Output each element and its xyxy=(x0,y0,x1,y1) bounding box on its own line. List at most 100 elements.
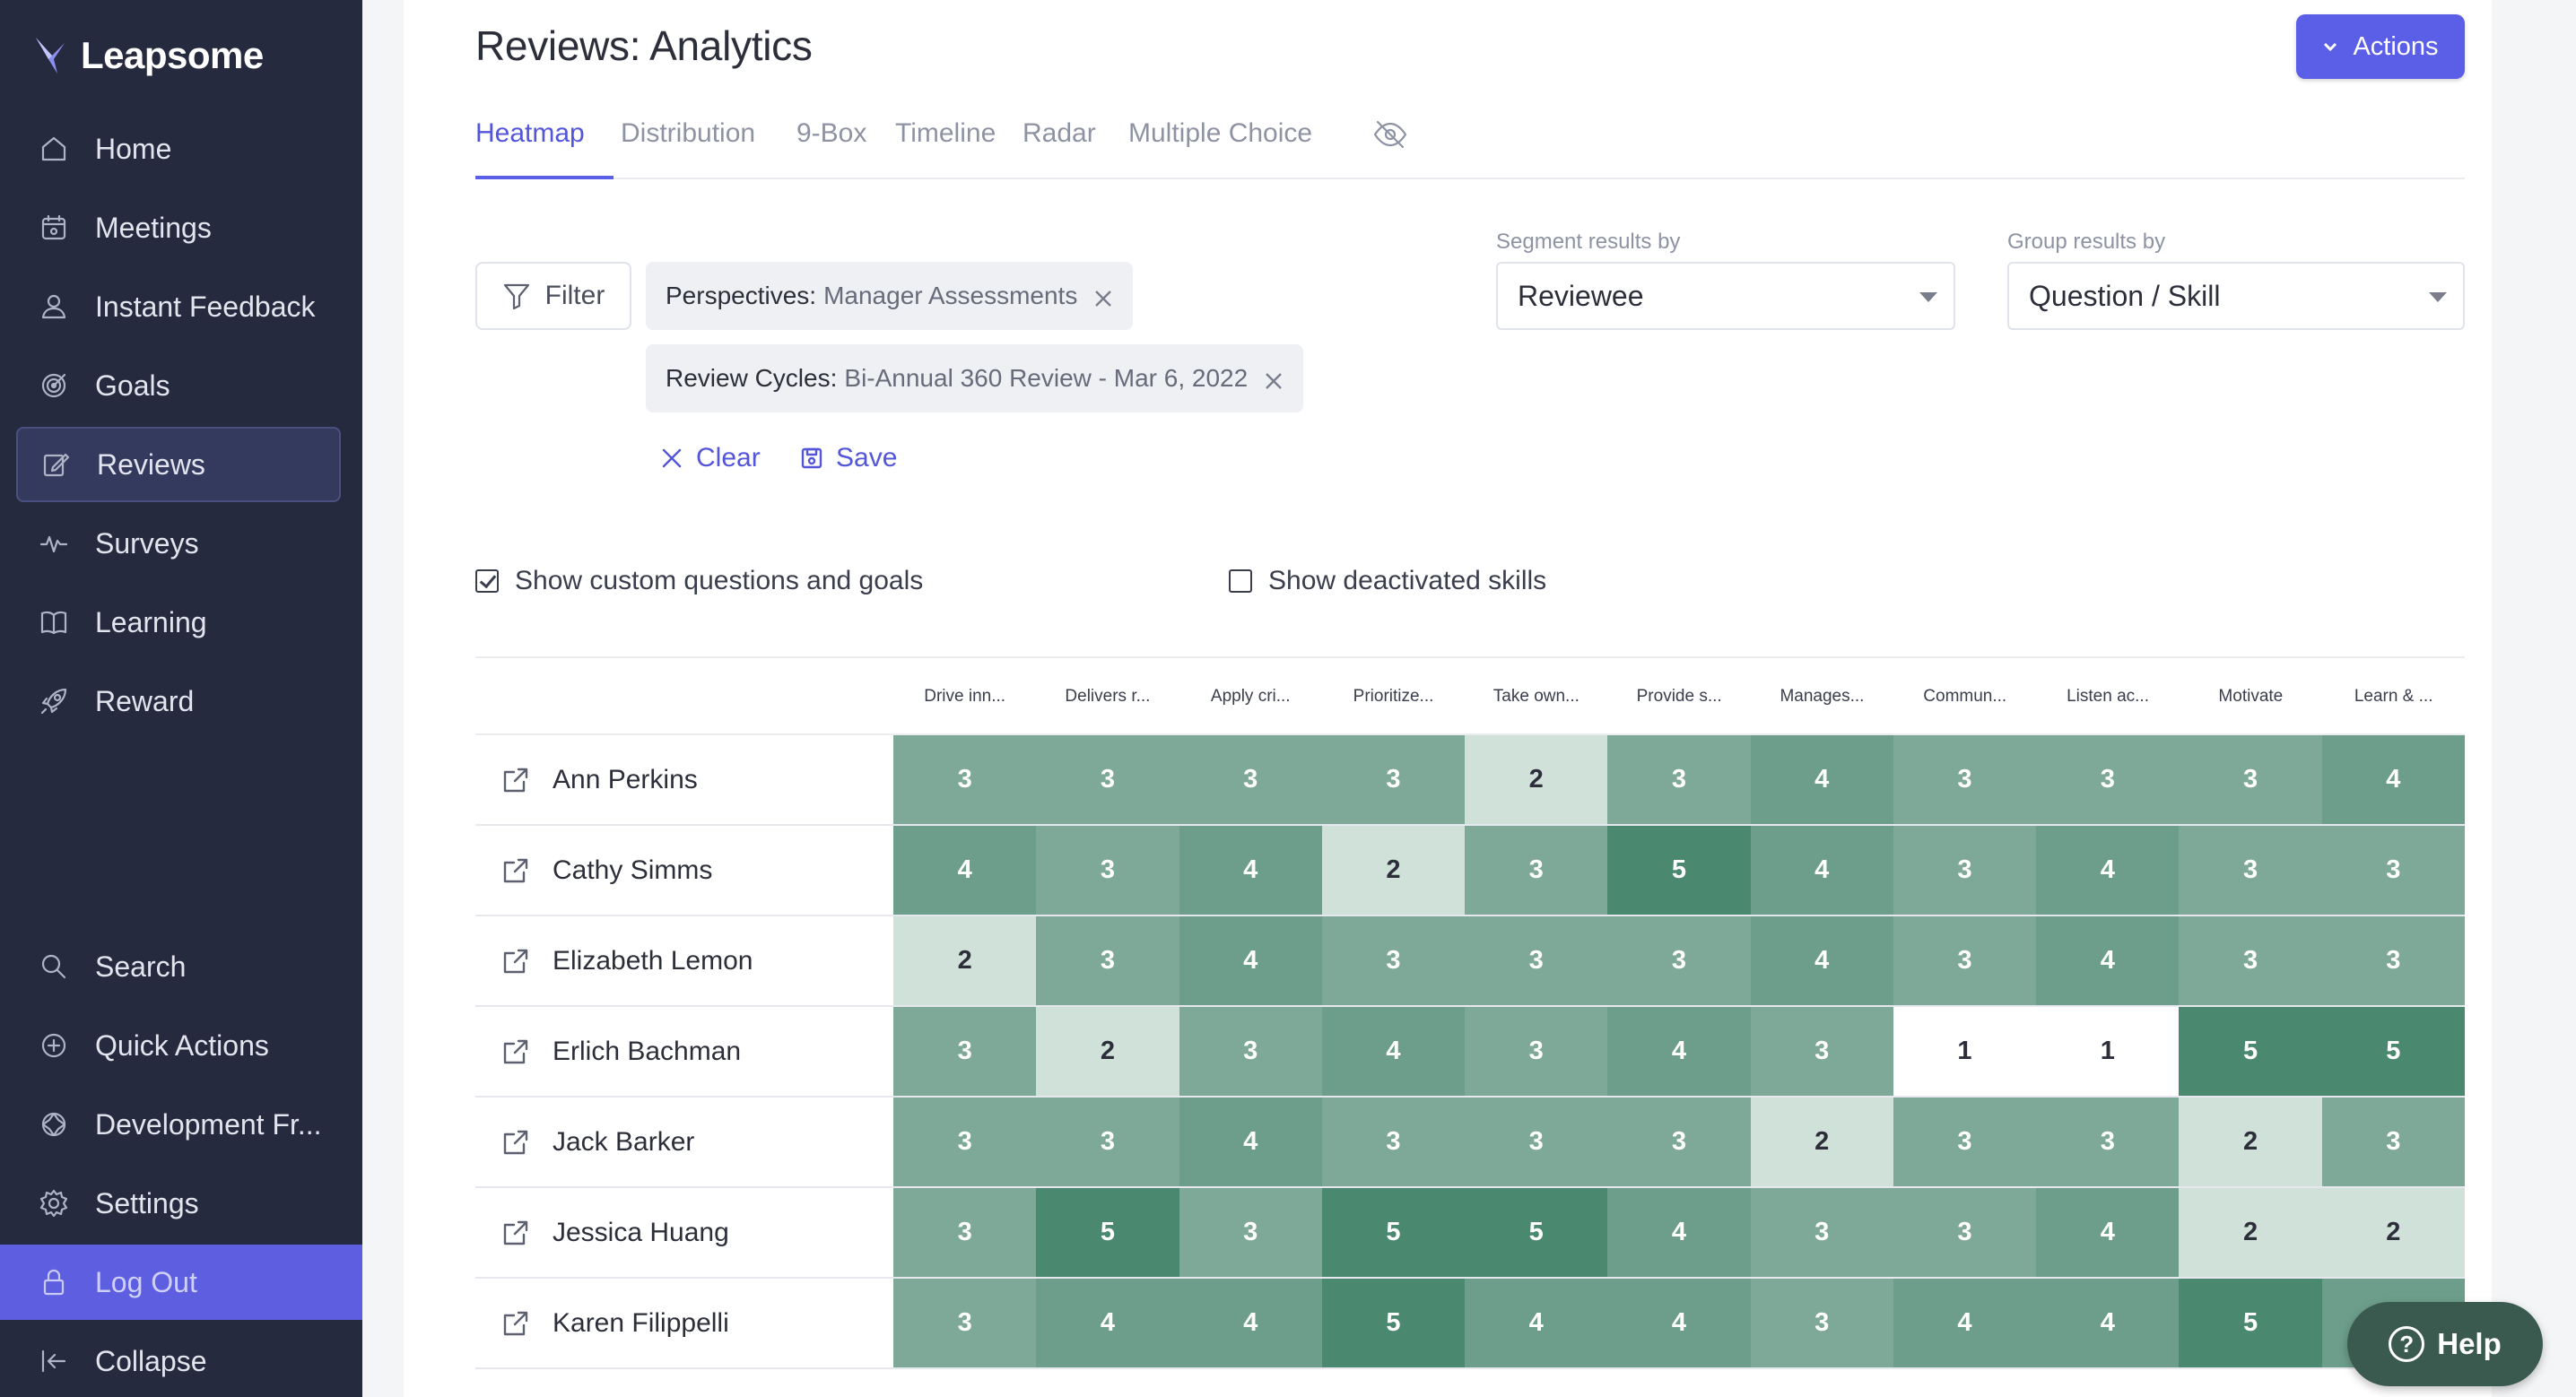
heatmap-cell[interactable]: 3 xyxy=(2179,735,2322,824)
hide-tabs-icon[interactable] xyxy=(1372,117,1408,152)
reviewee-link[interactable]: Ann Perkins xyxy=(500,735,698,824)
group-select[interactable]: Question / Skill xyxy=(2007,262,2465,330)
heatmap-cell[interactable]: 3 xyxy=(893,1007,1037,1096)
heatmap-cell[interactable]: 3 xyxy=(1036,916,1179,1005)
heatmap-cell[interactable]: 1 xyxy=(2036,1007,2180,1096)
help-button[interactable]: ? Help xyxy=(2347,1302,2543,1386)
heatmap-cell[interactable]: 2 xyxy=(2179,1188,2322,1277)
heatmap-cell[interactable]: 3 xyxy=(1893,1188,2037,1277)
heatmap-cell[interactable]: 4 xyxy=(1607,1279,1751,1367)
reviewee-link[interactable]: Elizabeth Lemon xyxy=(500,916,753,1005)
leapsome-logo[interactable]: Leapsome xyxy=(34,30,264,81)
heatmap-cell[interactable]: 4 xyxy=(1893,1279,2037,1367)
show-custom-questions-option[interactable]: Show custom questions and goals xyxy=(475,563,923,599)
heatmap-cell[interactable]: 3 xyxy=(1036,735,1179,824)
filter-button[interactable]: Filter xyxy=(475,262,631,330)
heatmap-cell[interactable]: 5 xyxy=(2179,1007,2322,1096)
close-icon[interactable] xyxy=(1093,286,1113,307)
clear-filters-button[interactable]: Clear xyxy=(660,439,761,477)
heatmap-cell[interactable]: 3 xyxy=(893,1279,1037,1367)
heatmap-cell[interactable]: 3 xyxy=(1750,1279,1893,1367)
heatmap-cell[interactable]: 5 xyxy=(2179,1279,2322,1367)
sidebar-item-instant-feedback[interactable]: Instant Feedback xyxy=(16,269,341,344)
heatmap-cell[interactable]: 4 xyxy=(1607,1188,1751,1277)
heatmap-cell[interactable]: 3 xyxy=(1036,1098,1179,1186)
segment-select[interactable]: Reviewee xyxy=(1496,262,1955,330)
heatmap-cell[interactable]: 3 xyxy=(1465,826,1608,915)
heatmap-cell[interactable]: 3 xyxy=(1321,916,1466,1005)
deactivated-skills-checkbox[interactable] xyxy=(1229,569,1252,593)
heatmap-cell[interactable]: 2 xyxy=(1465,735,1608,824)
heatmap-cell[interactable]: 4 xyxy=(1036,1279,1179,1367)
reviewee-link[interactable]: Cathy Simms xyxy=(500,826,712,915)
sidebar-item-search[interactable]: Search xyxy=(16,929,341,1004)
heatmap-cell[interactable]: 4 xyxy=(2036,1279,2180,1367)
heatmap-cell[interactable]: 3 xyxy=(1321,1098,1466,1186)
heatmap-cell[interactable]: 2 xyxy=(1036,1007,1179,1096)
heatmap-cell[interactable]: 3 xyxy=(893,1188,1037,1277)
heatmap-cell[interactable]: 3 xyxy=(2036,1098,2180,1186)
heatmap-cell[interactable]: 3 xyxy=(893,735,1037,824)
heatmap-cell[interactable]: 3 xyxy=(1893,826,2037,915)
heatmap-cell[interactable]: 4 xyxy=(2036,916,2180,1005)
custom-questions-checkbox[interactable] xyxy=(475,569,499,593)
heatmap-cell[interactable]: 3 xyxy=(1607,916,1751,1005)
heatmap-cell[interactable]: 3 xyxy=(1893,916,2037,1005)
sidebar-item-meetings[interactable]: Meetings xyxy=(16,190,341,265)
heatmap-cell[interactable]: 4 xyxy=(893,826,1037,915)
tab-heatmap[interactable]: Heatmap xyxy=(475,106,614,179)
reviewee-link[interactable]: Erlich Bachman xyxy=(500,1007,741,1096)
heatmap-cell[interactable]: 5 xyxy=(2321,1007,2465,1096)
heatmap-cell[interactable]: 5 xyxy=(1036,1188,1179,1277)
heatmap-cell[interactable]: 5 xyxy=(1465,1188,1608,1277)
reviewee-link[interactable]: Jack Barker xyxy=(500,1098,694,1186)
sidebar-item-learning[interactable]: Learning xyxy=(16,585,341,660)
heatmap-cell[interactable]: 3 xyxy=(1750,1007,1893,1096)
tab-radar[interactable]: Radar xyxy=(1023,118,1096,148)
sidebar-item-reward[interactable]: Reward xyxy=(16,664,341,739)
heatmap-cell[interactable]: 4 xyxy=(1179,1098,1322,1186)
heatmap-cell[interactable]: 4 xyxy=(1465,1279,1608,1367)
tab-distribution[interactable]: Distribution xyxy=(621,118,756,148)
heatmap-cell[interactable]: 4 xyxy=(1179,826,1322,915)
heatmap-cell[interactable]: 3 xyxy=(1179,1007,1322,1096)
show-deactivated-skills-option[interactable]: Show deactivated skills xyxy=(1229,563,1546,599)
sidebar-item-settings[interactable]: Settings xyxy=(16,1166,341,1241)
heatmap-cell[interactable]: 3 xyxy=(1607,735,1751,824)
heatmap-cell[interactable]: 4 xyxy=(2321,735,2465,824)
heatmap-cell[interactable]: 4 xyxy=(1321,1007,1466,1096)
close-icon[interactable] xyxy=(1264,369,1284,389)
heatmap-cell[interactable]: 2 xyxy=(1750,1098,1893,1186)
heatmap-cell[interactable]: 3 xyxy=(1465,1098,1608,1186)
heatmap-cell[interactable]: 4 xyxy=(1750,826,1893,915)
heatmap-cell[interactable]: 3 xyxy=(2179,826,2322,915)
heatmap-cell[interactable]: 3 xyxy=(1607,1098,1751,1186)
tab-multiple-choice[interactable]: Multiple Choice xyxy=(1128,118,1313,148)
heatmap-cell[interactable]: 4 xyxy=(1179,1279,1322,1367)
sidebar-item-logout[interactable]: Log Out xyxy=(0,1245,362,1320)
sidebar-item-surveys[interactable]: Surveys xyxy=(16,506,341,581)
reviewee-link[interactable]: Jessica Huang xyxy=(500,1188,729,1277)
heatmap-cell[interactable]: 4 xyxy=(1607,1007,1751,1096)
heatmap-cell[interactable]: 2 xyxy=(893,916,1037,1005)
heatmap-cell[interactable]: 4 xyxy=(1750,916,1893,1005)
heatmap-cell[interactable]: 4 xyxy=(2036,1188,2180,1277)
heatmap-cell[interactable]: 4 xyxy=(1750,735,1893,824)
heatmap-cell[interactable]: 3 xyxy=(1321,735,1466,824)
heatmap-cell[interactable]: 3 xyxy=(1750,1188,1893,1277)
reviewee-link[interactable]: Karen Filippelli xyxy=(500,1279,729,1367)
actions-button[interactable]: Actions xyxy=(2296,14,2465,79)
sidebar-item-goals[interactable]: Goals xyxy=(16,348,341,423)
heatmap-cell[interactable]: 3 xyxy=(1893,735,2037,824)
heatmap-cell[interactable]: 3 xyxy=(1036,826,1179,915)
heatmap-cell[interactable]: 3 xyxy=(1465,1007,1608,1096)
heatmap-cell[interactable]: 5 xyxy=(1321,1279,1466,1367)
heatmap-cell[interactable]: 5 xyxy=(1607,826,1751,915)
heatmap-cell[interactable]: 4 xyxy=(1179,916,1322,1005)
sidebar-item-collapse[interactable]: Collapse xyxy=(16,1323,341,1397)
heatmap-cell[interactable]: 3 xyxy=(2321,916,2465,1005)
heatmap-cell[interactable]: 3 xyxy=(2321,1098,2465,1186)
heatmap-cell[interactable]: 2 xyxy=(2179,1098,2322,1186)
heatmap-cell[interactable]: 3 xyxy=(1893,1098,2037,1186)
tab-9-box[interactable]: 9-Box xyxy=(796,118,867,148)
